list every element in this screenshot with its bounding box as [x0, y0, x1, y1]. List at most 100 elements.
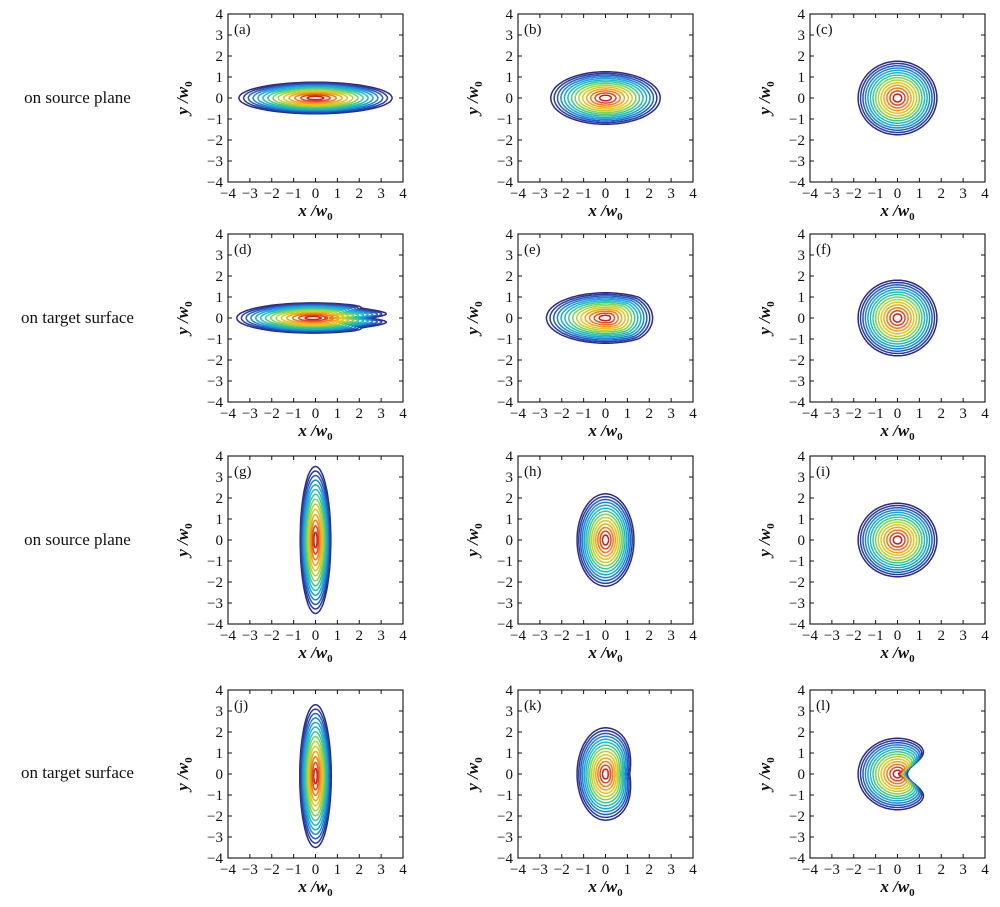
y-tick-label: −3 — [207, 374, 223, 390]
contour-level-3 — [579, 498, 632, 582]
x-tick-label: 0 — [602, 862, 610, 878]
x-tick-label: −3 — [824, 862, 840, 878]
contour-level-2 — [578, 729, 630, 819]
x-axis-label: x /w0 — [297, 201, 333, 223]
y-tick-label: 2 — [216, 725, 224, 741]
contour-level-8 — [874, 518, 921, 562]
contour-lines — [238, 81, 393, 115]
contour-level-8 — [571, 303, 633, 333]
contour-level-12 — [597, 526, 614, 554]
contour-level-3 — [247, 83, 384, 113]
panel-label: (k) — [524, 698, 542, 714]
contour-level-11 — [309, 750, 322, 802]
contour-level-8 — [306, 735, 325, 817]
contour-level-10 — [280, 310, 345, 326]
x-tick-label: −2 — [264, 186, 280, 202]
contour-level-2 — [859, 739, 923, 809]
contour-level-5 — [583, 738, 626, 810]
row-label-4: on target surface — [21, 763, 134, 782]
panel-label: (j) — [234, 698, 248, 714]
contour-level-2 — [240, 303, 383, 333]
contour-level-13 — [594, 92, 617, 104]
y-tick-label: 4 — [506, 227, 514, 243]
contour-level-5 — [302, 721, 329, 831]
y-tick-label: −4 — [207, 395, 223, 411]
y-tick-label: 2 — [798, 491, 806, 507]
plot-frame — [227, 233, 404, 403]
x-tick-label: 4 — [981, 406, 989, 422]
y-axis-label: y /w0 — [463, 301, 485, 337]
x-tick-label: −2 — [846, 406, 862, 422]
y-axis-label: y /w0 — [173, 301, 195, 337]
y-tick-label: −2 — [789, 809, 805, 825]
y-axis-label: y /w0 — [173, 81, 195, 117]
x-tick-label: 1 — [624, 406, 632, 422]
y-tick-label: −2 — [789, 353, 805, 369]
contour-level-6 — [304, 488, 327, 592]
y-tick-label: −3 — [497, 374, 513, 390]
y-axis-subscript: 0 — [765, 81, 777, 87]
y-tick-label: 0 — [506, 533, 514, 549]
contour-level-2 — [300, 470, 331, 610]
contour-level-7 — [570, 80, 641, 116]
contour-level-8 — [874, 76, 921, 120]
x-axis-label: x /w0 — [587, 877, 623, 899]
x-axis-label: x /w0 — [297, 877, 333, 899]
contour-level-14 — [598, 314, 612, 322]
x-tick-label: 4 — [689, 862, 697, 878]
x-tick-label: −3 — [242, 406, 258, 422]
x-tick-label: −4 — [802, 186, 818, 202]
y-tick-label: 4 — [216, 683, 224, 699]
contour-level-6 — [585, 507, 626, 573]
contour-level-4 — [864, 509, 931, 571]
contour-level-13 — [300, 94, 331, 102]
x-axis-subscript: 0 — [617, 887, 623, 899]
contour-level-1 — [576, 727, 632, 821]
y-tick-label: −1 — [497, 332, 513, 348]
contour-level-6 — [869, 514, 926, 566]
y-tick-label: −1 — [207, 112, 223, 128]
x-tick-label: −2 — [554, 406, 570, 422]
contour-level-7 — [872, 293, 923, 343]
contour-level-5 — [303, 484, 328, 596]
contour-level-5 — [867, 69, 928, 127]
x-tick-label: 4 — [399, 186, 407, 202]
y-tick-label: 2 — [506, 491, 514, 507]
y-tick-label: −4 — [497, 851, 513, 867]
contour-lines — [236, 302, 388, 334]
contour-level-6 — [303, 726, 328, 826]
contour-level-13 — [889, 310, 906, 326]
x-axis-label: x /w0 — [879, 877, 915, 899]
y-tick-label: 1 — [216, 746, 224, 762]
x-tick-label: 3 — [959, 862, 967, 878]
y-axis-label: y /w0 — [755, 757, 777, 793]
y-axis-subscript: 0 — [183, 523, 195, 529]
y-tick-label: −3 — [497, 596, 513, 612]
plot-frame — [517, 233, 694, 403]
x-tick-label: −3 — [532, 186, 548, 202]
contour-level-12 — [597, 760, 614, 788]
contour-level-13 — [599, 530, 612, 550]
y-tick-label: 2 — [216, 269, 224, 285]
contour-level-4 — [250, 304, 374, 332]
y-tick-label: −4 — [789, 175, 805, 191]
y-tick-label: 4 — [506, 683, 514, 699]
x-tick-label: −4 — [802, 862, 818, 878]
y-tick-label: 2 — [506, 269, 514, 285]
x-axis-label: x /w0 — [879, 421, 915, 443]
contour-level-8 — [306, 498, 325, 582]
y-tick-label: 0 — [798, 311, 806, 327]
x-tick-label: 1 — [334, 406, 342, 422]
contour-level-11 — [585, 88, 626, 108]
contour-level-4 — [581, 501, 630, 579]
contour-level-3 — [862, 284, 933, 352]
x-tick-label: 1 — [916, 406, 924, 422]
plot-frame — [809, 455, 986, 625]
y-tick-label: −3 — [207, 596, 223, 612]
contour-level-13 — [889, 766, 904, 782]
x-tick-label: 2 — [646, 628, 654, 644]
x-tick-label: 2 — [938, 186, 946, 202]
